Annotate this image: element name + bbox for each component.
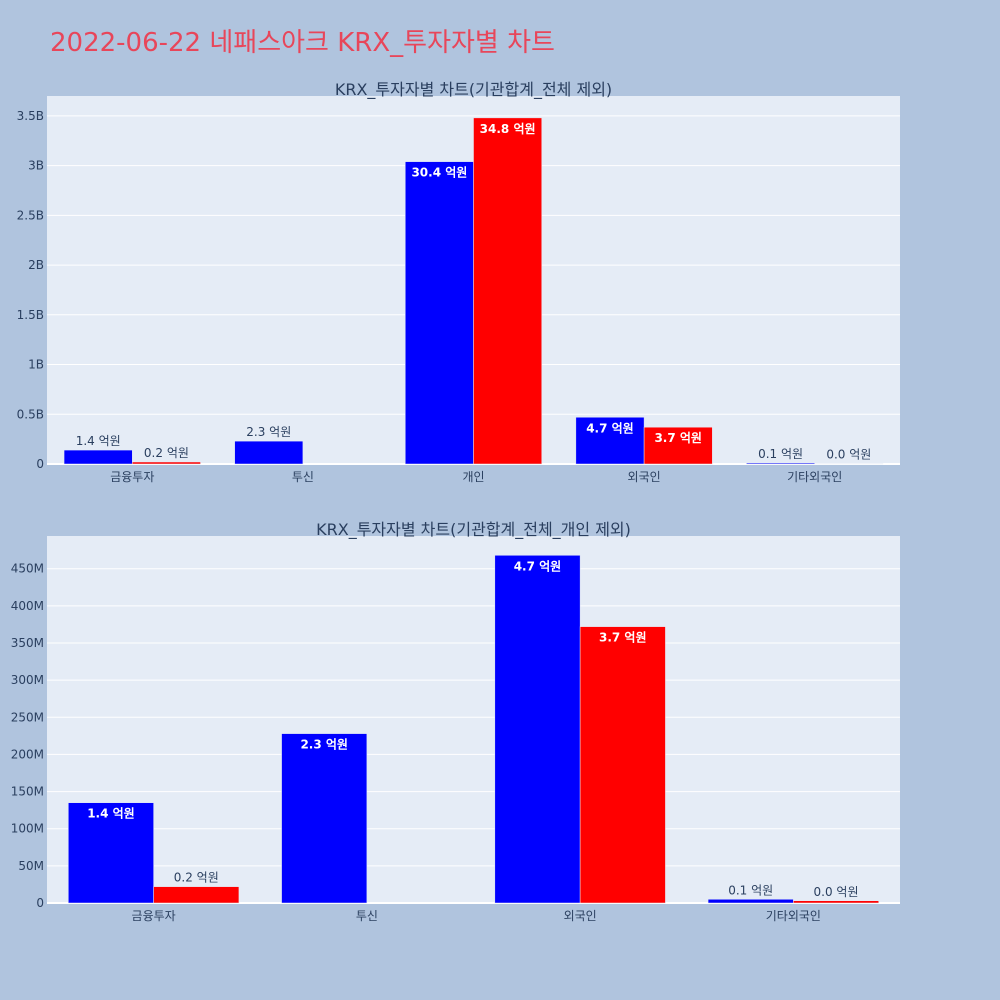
data-label: 2.3 억원	[300, 738, 348, 752]
data-label: 4.7 억원	[514, 559, 562, 573]
y-tick-label: 300M	[11, 673, 44, 687]
y-tick-label: 200M	[11, 747, 44, 761]
x-tick-label: 기타외국인	[766, 909, 821, 923]
y-tick-label: 150M	[11, 785, 44, 799]
x-tick-label: 투신	[356, 909, 378, 923]
data-label: 30.4 억원	[411, 166, 467, 180]
y-tick-label: 350M	[11, 636, 44, 650]
bar	[281, 733, 368, 904]
data-label: 1.4 억원	[87, 807, 135, 821]
bar	[234, 440, 304, 465]
x-tick-label: 기타외국인	[787, 470, 842, 484]
y-tick-label: 100M	[11, 822, 44, 836]
x-tick-label: 외국인	[628, 470, 661, 484]
x-tick-label: 투신	[292, 470, 314, 484]
bar	[63, 449, 133, 465]
y-tick-label: 450M	[11, 562, 44, 576]
bar	[68, 802, 154, 904]
data-label: 0.0 억원	[826, 448, 871, 462]
bar	[405, 161, 474, 465]
bar	[579, 626, 666, 904]
page-title: 2022-06-22 네패스아크 KRX_투자자별 차트	[50, 28, 555, 58]
data-label: 4.7 억원	[586, 421, 634, 435]
y-tick-label: 1B	[28, 358, 44, 372]
data-label: 3.7 억원	[654, 431, 702, 445]
chart-title: KRX_투자자별 차트(기관합계_전체_개인 제외)	[316, 520, 631, 540]
bar	[575, 417, 645, 465]
investor-chart-overall: KRX_투자자별 차트(기관합계_전체 제외) 0 0.5B 1B 1.5B 2B 2.5B…	[17, 80, 900, 484]
x-tick-label: 금융투자	[110, 470, 154, 484]
y-tick-label: 0	[36, 457, 44, 471]
data-label: 0.2 억원	[174, 871, 219, 885]
bar	[707, 899, 794, 904]
bar	[132, 461, 201, 465]
y-tick-label: 0	[36, 896, 44, 910]
y-tick-label: 3B	[28, 159, 44, 173]
bar	[793, 900, 879, 904]
y-tick-label: 250M	[11, 710, 44, 724]
x-tick-label: 외국인	[564, 909, 597, 923]
y-tick-label: 2B	[28, 258, 44, 272]
plot-area	[47, 536, 900, 903]
bar	[473, 117, 542, 465]
y-tick-label: 2.5B	[17, 208, 44, 222]
data-label: 1.4 억원	[76, 434, 121, 448]
data-label: 3.7 억원	[599, 631, 647, 645]
data-label: 0.1 억원	[728, 883, 773, 897]
data-label: 34.8 억원	[480, 122, 536, 136]
bar	[153, 886, 240, 904]
bar	[643, 426, 713, 465]
data-label: 0.1 억원	[758, 447, 803, 461]
y-tick-label: 50M	[18, 859, 44, 873]
data-label: 2.3 억원	[246, 425, 291, 439]
x-tick-label: 금융투자	[132, 909, 176, 923]
bar	[494, 555, 581, 904]
y-tick-label: 0.5B	[17, 407, 44, 421]
y-tick-label: 400M	[11, 599, 44, 613]
y-tick-label: 3.5B	[17, 109, 44, 123]
data-label: 0.2 억원	[144, 446, 189, 460]
chart-title: KRX_투자자별 차트(기관합계_전체 제외)	[335, 80, 612, 100]
y-tick-label: 1.5B	[17, 308, 44, 322]
data-label: 0.0 억원	[814, 885, 859, 899]
x-tick-label: 개인	[462, 470, 484, 484]
